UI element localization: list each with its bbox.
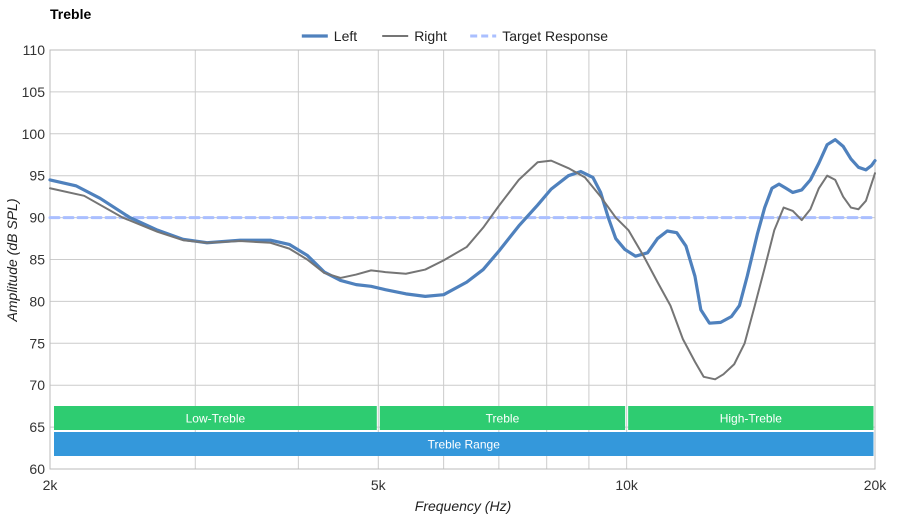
band-low-treble xyxy=(54,406,377,430)
x-tick-label-5k: 5k xyxy=(371,477,387,493)
legend-label-left: Left xyxy=(334,28,357,44)
band-treble xyxy=(379,406,626,430)
y-tick-label-95: 95 xyxy=(29,168,45,184)
x-tick-label-2k: 2k xyxy=(43,477,59,493)
y-axis-label: Amplitude (dB SPL) xyxy=(4,199,20,323)
grid xyxy=(49,49,876,470)
y-tick-label-60: 60 xyxy=(29,461,45,477)
band-label-low-treble: Low-Treble xyxy=(186,412,246,426)
chart-title: Treble xyxy=(50,6,91,22)
band-label-high-treble: High-Treble xyxy=(720,412,783,426)
band-label-treble: Treble xyxy=(486,412,520,426)
y-tick-label-90: 90 xyxy=(29,210,45,226)
y-tick-label-80: 80 xyxy=(29,293,45,309)
band-label-treble-range: Treble Range xyxy=(428,438,501,452)
frequency-bands: Low-Treble Treble High-Treble Treble Range xyxy=(54,406,874,456)
y-tick-label-70: 70 xyxy=(29,377,45,393)
band-high-treble xyxy=(628,406,874,430)
y-tick-label-110: 110 xyxy=(23,42,46,58)
legend: Left Right Target Response xyxy=(301,28,608,44)
x-tick-label-10k: 10k xyxy=(615,477,639,493)
legend-label-right: Right xyxy=(414,28,447,44)
plot-border xyxy=(49,49,876,470)
series-line-left xyxy=(48,138,877,325)
series-lines xyxy=(48,138,877,381)
y-tick-label-85: 85 xyxy=(29,252,45,268)
x-tick-label-20k: 20k xyxy=(864,477,888,493)
y-tick-label-100: 100 xyxy=(22,126,46,142)
legend-label-target-response: Target Response xyxy=(502,28,608,44)
series-line-right xyxy=(49,159,876,381)
x-axis-label: Frequency (Hz) xyxy=(415,498,511,514)
y-tick-label-65: 65 xyxy=(29,419,45,435)
axes: 60 65 70 75 80 85 90 95 100 105 110 2k 5k 10k 20k xyxy=(22,42,888,493)
band-treble-range xyxy=(54,432,874,456)
y-tick-label-105: 105 xyxy=(22,84,46,100)
y-tick-label-75: 75 xyxy=(29,335,45,351)
